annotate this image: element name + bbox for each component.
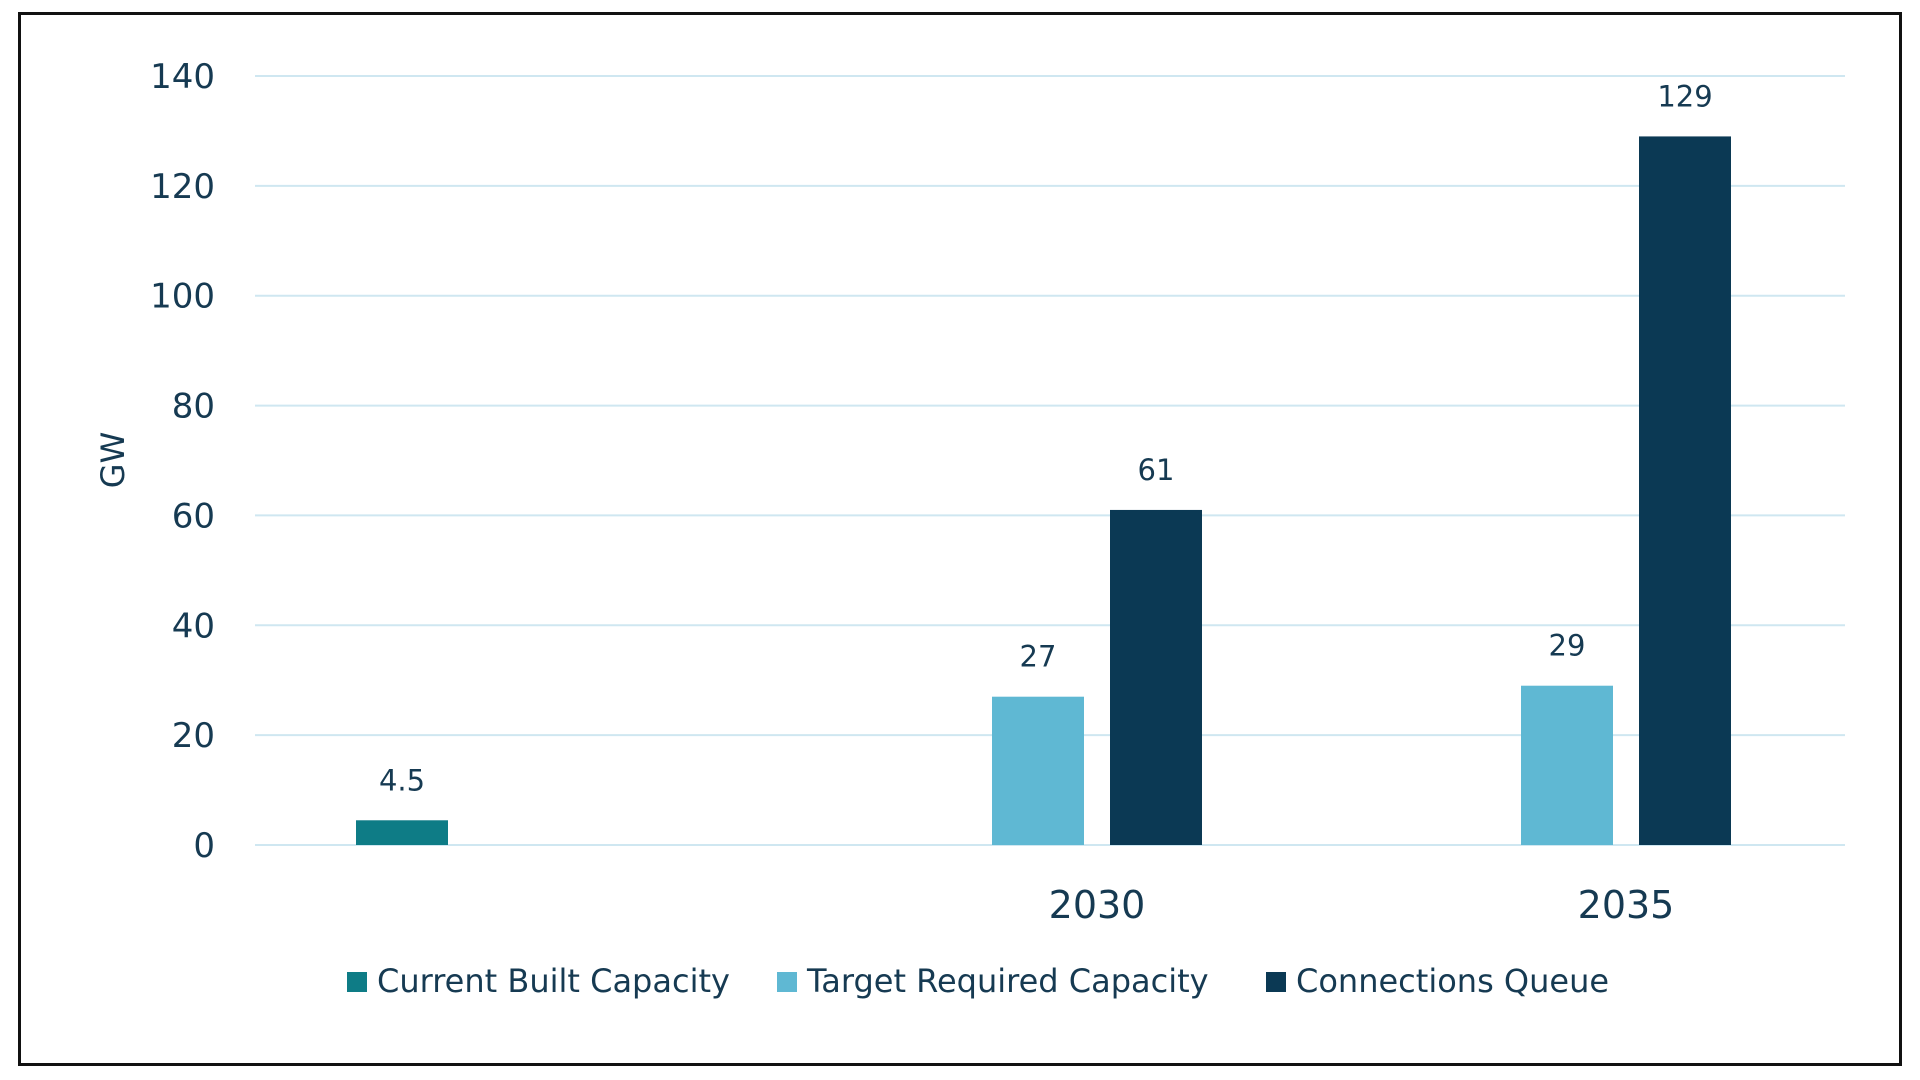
x-category-label-2030: 2030	[1049, 883, 1146, 927]
y-tick-label-40: 40	[172, 606, 215, 646]
legend-label-current-built-capacity: Current Built Capacity	[377, 962, 730, 1000]
x-axis-categories: 2030 2035	[1049, 883, 1675, 927]
y-tick-label-60: 60	[172, 496, 215, 536]
y-tick-label-80: 80	[172, 387, 215, 427]
bar-current-built-capacity-current	[356, 820, 448, 845]
data-label-target-required-capacity-2030: 27	[1020, 640, 1057, 674]
data-label-target-required-capacity-2035: 29	[1549, 629, 1586, 663]
chart-frame	[18, 12, 1902, 1066]
data-label-connections-queue-2030: 61	[1138, 453, 1175, 487]
data-label-connections-queue-2035: 129	[1657, 79, 1712, 113]
y-tick-label-0: 0	[193, 826, 215, 866]
bar-connections-queue-2035	[1639, 136, 1731, 845]
legend-swatch-current-built-capacity	[347, 972, 367, 992]
x-category-label-2035: 2035	[1578, 883, 1675, 927]
y-tick-label-120: 120	[150, 167, 215, 207]
y-tick-label-20: 20	[172, 716, 215, 756]
bars	[356, 136, 1731, 845]
data-label-current-built-capacity-current: 4.5	[379, 763, 425, 797]
bar-connections-queue-2030	[1110, 509, 1202, 845]
data-labels: 4.5 27 61 29 129	[379, 79, 1713, 797]
legend-label-target-required-capacity: Target Required Capacity	[806, 962, 1209, 1000]
bar-target-required-capacity-2035	[1521, 685, 1613, 845]
bar-target-required-capacity-2030	[992, 696, 1084, 845]
legend-swatch-target-required-capacity	[777, 972, 797, 992]
y-tick-label-140: 140	[150, 57, 215, 97]
y-tick-label-100: 100	[150, 277, 215, 317]
legend-swatch-connections-queue	[1266, 972, 1286, 992]
legend: Current Built Capacity Target Required Ca…	[347, 962, 1609, 1000]
y-axis-title: GW	[94, 432, 132, 488]
y-axis-ticks: 0 20 40 60 80 100 120 140	[150, 57, 215, 866]
legend-label-connections-queue: Connections Queue	[1296, 962, 1609, 1000]
